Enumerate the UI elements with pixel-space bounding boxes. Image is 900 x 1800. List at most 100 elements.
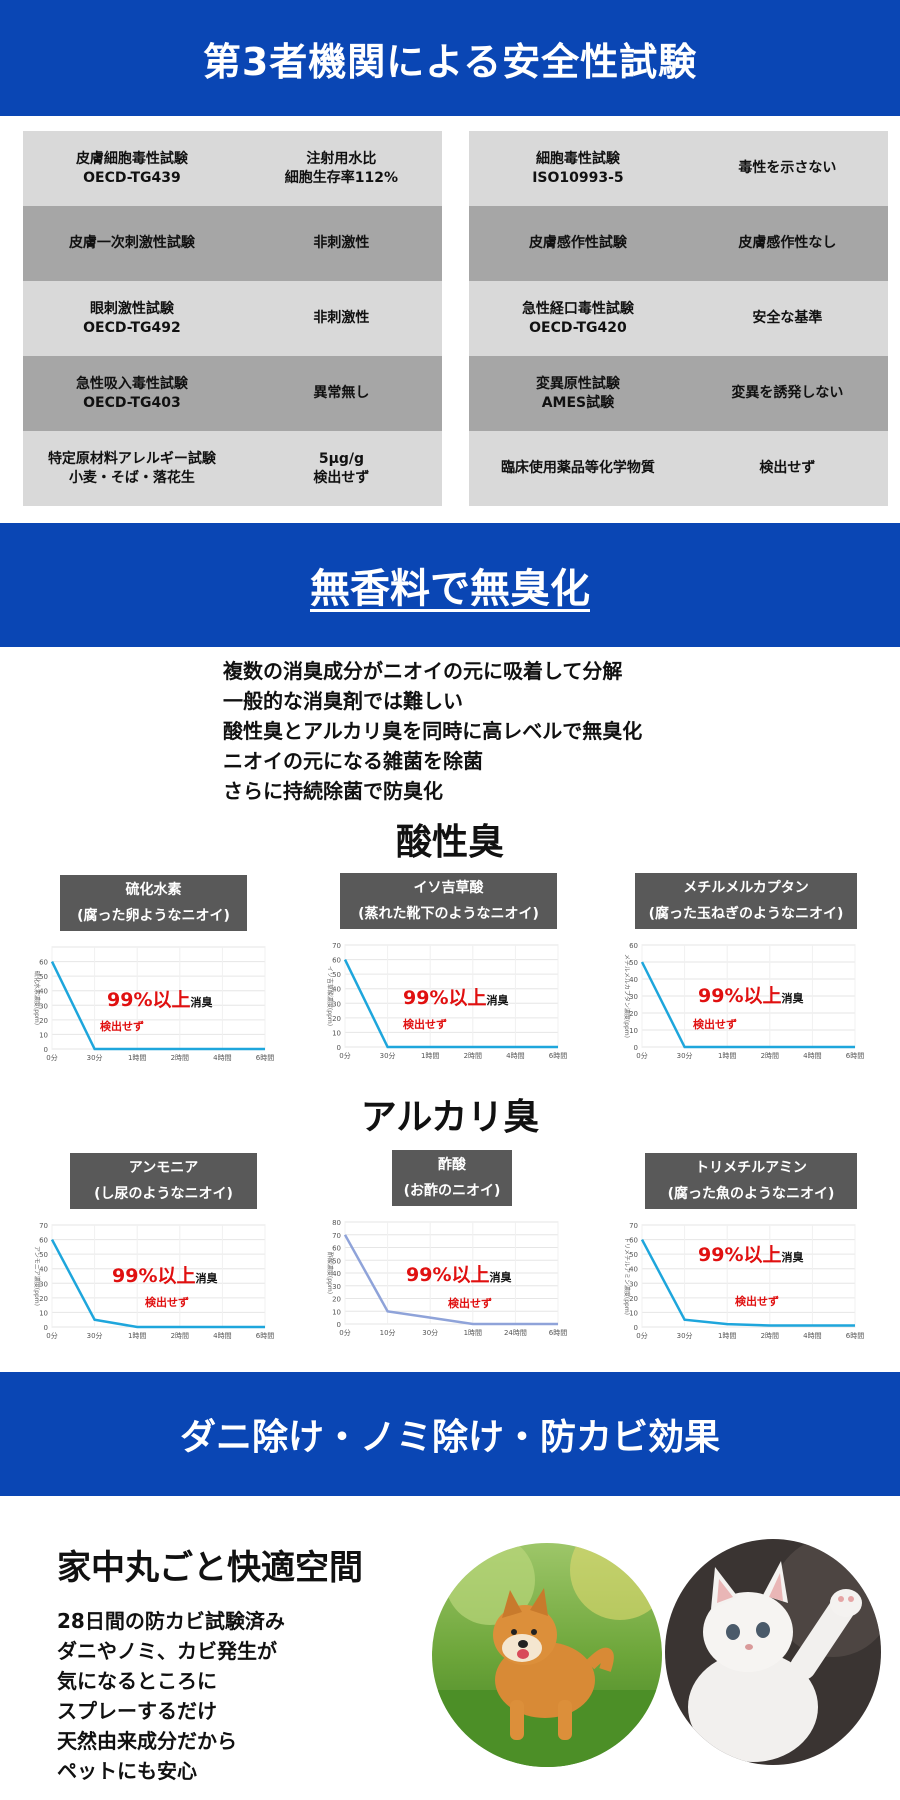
safety-table-right: 細胞毒性試験 ISO10993-5 毒性を示さない 皮膚感作性試験 皮膚感作性なし … xyxy=(469,131,888,506)
pest-section-header: ダニ除け・ノミ除け・防カビ効果 xyxy=(0,1372,900,1496)
x-tick-label: 6時間 xyxy=(549,1329,567,1337)
y-tick-label: 30 xyxy=(39,1002,48,1010)
rate-value: 99%以上 xyxy=(403,987,487,1009)
y-tick-label: 60 xyxy=(39,1237,48,1245)
x-tick-label: 1時間 xyxy=(128,1332,146,1340)
chart-label-line: メチルメルカプタン xyxy=(683,880,809,896)
x-tick-label: 4時間 xyxy=(803,1052,821,1060)
rate-value: 99%以上 xyxy=(698,985,782,1007)
series-line xyxy=(50,961,265,1051)
x-tick-label: 0分 xyxy=(339,1328,350,1337)
y-tick-label: 0 xyxy=(634,1044,638,1052)
y-tick-label: 50 xyxy=(39,1251,48,1259)
safety-section-header: 第3者機関による安全性試験 xyxy=(0,0,900,116)
alkali-odor-title: アルカリ臭 xyxy=(360,1097,540,1138)
y-tick-label: 30 xyxy=(629,993,638,1001)
description-line: ダニやノミ、カビ発生が xyxy=(57,1639,277,1663)
chart-label-box: アンモニア (し尿のようなニオイ) xyxy=(70,1153,257,1209)
x-tick-label: 2時間 xyxy=(171,1332,189,1340)
y-tick-label: 40 xyxy=(39,1266,48,1274)
test-result: 注射用水比 細胞生存率112% xyxy=(284,150,399,186)
test-result: 非刺激性 xyxy=(313,235,370,251)
test-name: 眼刺激性試験 OECD-TG492 xyxy=(83,300,181,336)
odor-chart: 0 10 20 30 40 50 60 0分 30分 1時間 2時間 4時間 6時間 メチルメルカプタン濃… xyxy=(615,873,865,1073)
x-tick-label: 1時間 xyxy=(128,1054,146,1062)
test-name: 細胞毒性試験 ISO10993-5 xyxy=(532,150,624,186)
table-row: 眼刺激性試験 OECD-TG492 非刺激性 xyxy=(23,281,442,356)
not-detected-annotation: 検出せず xyxy=(693,1018,737,1031)
x-tick-label: 6時間 xyxy=(846,1332,864,1340)
safety-table-left: 皮膚細胞毒性試験 OECD-TG439 注射用水比 細胞生存率112% 皮膚一次刺… xyxy=(23,131,442,506)
y-tick-label: 50 xyxy=(39,973,48,981)
x-tick-label: 0分 xyxy=(636,1331,647,1340)
pest-title: ダニ除け・ノミ除け・防カビ効果 xyxy=(179,1417,720,1458)
test-result: 毒性を示さない xyxy=(738,160,837,176)
description-line: ニオイの元になる雑菌を除菌 xyxy=(223,749,483,773)
x-tick-label: 6時間 xyxy=(256,1332,274,1340)
chart-label-line: 酢酸 xyxy=(438,1157,466,1173)
test-name: 変異原性試験 AMES試験 xyxy=(535,375,620,411)
x-tick-label: 4時間 xyxy=(213,1332,231,1340)
deodor-rate-annotation: 99%以上消臭 xyxy=(698,1240,803,1267)
x-tick-label: 30分 xyxy=(677,1051,693,1060)
chart-label-line: 硫化水素 xyxy=(125,882,182,898)
y-tick-label: 20 xyxy=(629,1010,638,1018)
table-row: 細胞毒性試験 ISO10993-5 毒性を示さない xyxy=(469,131,888,206)
y-axis-label: トリメチルアミン濃度(ppm) xyxy=(623,1237,631,1315)
y-tick-label: 10 xyxy=(332,1308,341,1316)
chart-label-box: メチルメルカプタン (腐った玉ねぎのようなニオイ) xyxy=(635,873,857,929)
x-tick-label: 24時間 xyxy=(504,1329,527,1337)
series-line xyxy=(640,961,855,1049)
y-axis-label: イソ吉草酸濃度(ppm) xyxy=(326,966,334,1026)
table-row: 変異原性試験 AMES試験 変異を誘発しない xyxy=(469,356,888,431)
cat-photo xyxy=(665,1539,881,1765)
y-tick-label: 30 xyxy=(332,1000,341,1008)
series-line xyxy=(50,1239,265,1329)
x-tick-label: 4時間 xyxy=(506,1052,524,1060)
y-tick-label: 80 xyxy=(332,1219,341,1227)
series-line xyxy=(343,959,558,1049)
y-tick-label: 60 xyxy=(629,942,638,950)
x-tick-label: 1時間 xyxy=(421,1052,439,1060)
y-tick-label: 70 xyxy=(629,1222,638,1230)
rate-value: 99%以上 xyxy=(112,1265,196,1287)
x-tick-label: 30分 xyxy=(677,1331,693,1340)
y-tick-label: 0 xyxy=(44,1046,48,1054)
x-tick-label: 1時間 xyxy=(718,1332,736,1340)
y-tick-label: 30 xyxy=(39,1280,48,1288)
chart-label-line: トリメチルアミン xyxy=(695,1160,807,1176)
not-detected-annotation: 検出せず xyxy=(100,1020,144,1033)
not-detected-annotation: 検出せず xyxy=(403,1018,447,1031)
test-result: 検出せず xyxy=(759,460,816,476)
y-tick-label: 70 xyxy=(39,1222,48,1230)
y-tick-label: 20 xyxy=(39,1295,48,1303)
description-line: 気になるところに xyxy=(57,1669,217,1693)
test-name: 特定原材料アレルギー試験 小麦・そば・落花生 xyxy=(47,450,216,486)
deodor-rate-annotation: 99%以上消臭 xyxy=(406,1260,511,1287)
x-tick-label: 0分 xyxy=(46,1331,57,1340)
description-line: 一般的な消臭剤では難しい xyxy=(223,689,463,713)
test-name: 皮膚感作性試験 xyxy=(528,235,627,251)
y-tick-label: 40 xyxy=(332,986,341,994)
y-tick-label: 40 xyxy=(332,1270,341,1278)
y-tick-label: 10 xyxy=(39,1309,48,1317)
not-detected-annotation: 検出せず xyxy=(735,1295,779,1308)
test-result: 異常無し xyxy=(313,385,370,401)
series-line xyxy=(343,1234,558,1326)
y-axis-label: アンモニア濃度(ppm) xyxy=(33,1246,41,1306)
odor-chart: 0 10 20 30 40 50 60 0分 30分 1時間 2時間 4時間 6時間 硫化水素濃度(ppm… xyxy=(25,875,275,1075)
description-line: 複数の消臭成分がニオイの元に吸着して分解 xyxy=(223,659,623,683)
y-axis-label: 酢酸濃度(ppm) xyxy=(326,1252,334,1294)
dog-photo xyxy=(432,1543,662,1767)
safety-title: 第3者機関による安全性試験 xyxy=(202,39,698,84)
chart-plot: 0 10 20 30 40 50 60 0分 30分 1時間 2時間 4時間 6時間 硫化水素濃度(ppm… xyxy=(33,946,274,1062)
test-name: 急性吸入毒性試験 OECD-TG403 xyxy=(75,375,188,411)
table-row: 皮膚一次刺激性試験 非刺激性 xyxy=(23,206,442,281)
y-tick-label: 50 xyxy=(629,959,638,967)
x-tick-label: 30分 xyxy=(87,1053,103,1062)
chart-plot: 0 10 20 30 40 50 60 70 0分 30分 1時間 2時間 4時間 6時間 トリメチルアミン… xyxy=(623,1222,864,1340)
y-tick-label: 40 xyxy=(39,988,48,996)
chart-label-line: (お酢のニオイ) xyxy=(403,1183,501,1199)
y-tick-label: 10 xyxy=(332,1029,341,1037)
y-tick-label: 50 xyxy=(629,1251,638,1259)
